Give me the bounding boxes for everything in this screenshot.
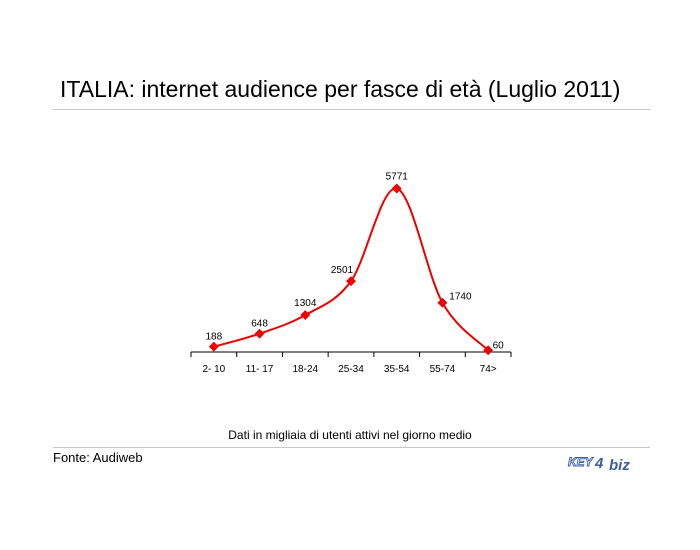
data-label: 188 [206, 332, 223, 343]
x-tick-label: 11- 17 [246, 364, 274, 375]
data-point-marker [346, 276, 356, 287]
data-point-marker [391, 183, 402, 194]
x-tick-label: 2- 10 [202, 364, 225, 375]
data-label: 5771 [386, 171, 409, 182]
data-point-marker [254, 328, 265, 339]
x-axis [190, 351, 512, 357]
chart-note: Dati in migliaia di utenti attivi nel gi… [228, 428, 472, 442]
data-point-marker [300, 310, 311, 321]
source-text: Fonte: Audiweb [53, 450, 143, 465]
page-title: ITALIA: internet audience per fasce di e… [60, 76, 621, 102]
footer-divider [53, 447, 650, 448]
x-tick-label: 25-34 [338, 364, 364, 375]
data-labels: 188 648 1304 2501 5771 1740 60 [206, 171, 505, 351]
x-tick-label: 18-24 [292, 364, 318, 375]
key4biz-logo: KEY 4 biz [568, 455, 631, 472]
title-divider [53, 109, 650, 110]
x-tick-labels: 2- 10 11- 17 18-24 25-34 35-54 55-74 74> [202, 364, 496, 375]
data-label: 648 [251, 319, 268, 330]
data-point-marker [437, 297, 448, 308]
x-tick-label: 74> [480, 364, 497, 375]
data-label: 1304 [294, 298, 317, 309]
data-markers [208, 183, 494, 356]
logo-key-text: KEY [568, 455, 594, 469]
logo-biz-text: biz [609, 457, 630, 472]
x-tick-label: 55-74 [430, 364, 456, 375]
data-point-marker [208, 341, 219, 352]
x-tick-label: 35-54 [384, 364, 410, 375]
logo-four-glyph: 4 [594, 455, 604, 472]
data-label: 1740 [449, 292, 472, 303]
data-point-marker [483, 345, 494, 356]
data-label: 2501 [331, 265, 354, 276]
data-label: 60 [493, 340, 505, 351]
